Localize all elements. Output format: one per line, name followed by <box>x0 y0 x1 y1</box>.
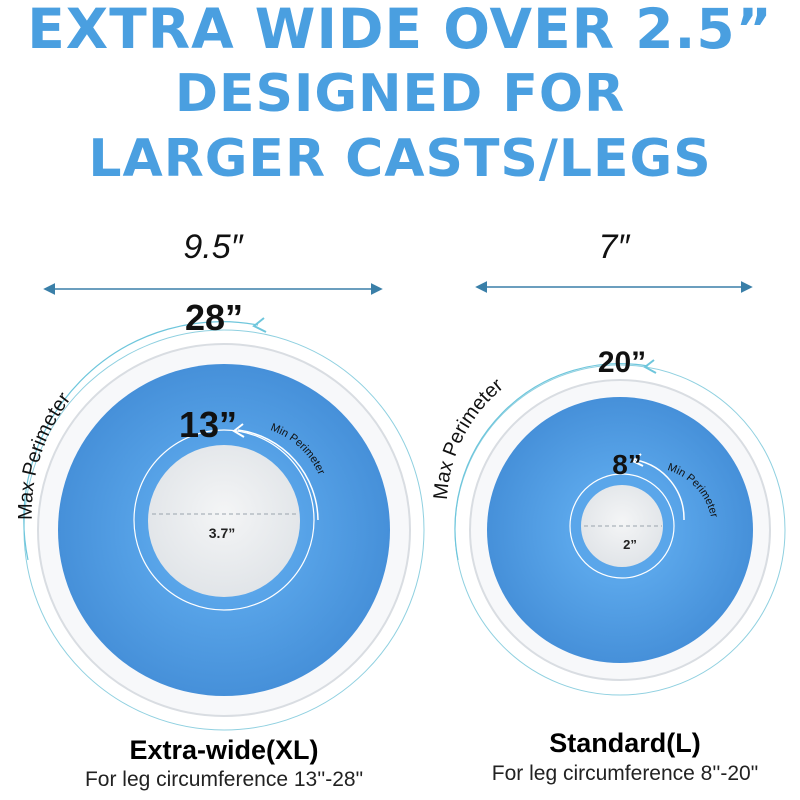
l-min-arrowhead <box>631 453 644 467</box>
xl-inner-guide-circle <box>133 429 315 611</box>
l-max-arrowhead <box>643 359 657 374</box>
xl-max-arrow <box>23 321 259 561</box>
l-min-arrow <box>635 459 685 521</box>
xl-min-arrowhead <box>232 423 245 438</box>
xl-name: Extra-wide(XL) <box>129 735 319 765</box>
xl-hole-label: 3.7” <box>209 525 235 541</box>
l-hole-label: 2” <box>623 537 637 552</box>
l-inner-guide-circle <box>569 473 675 579</box>
headline-line-2: DESIGNED FOR <box>174 64 626 124</box>
l-range: For leg circumference 8''-20" <box>491 762 759 785</box>
l-max-arrow <box>454 363 649 561</box>
l-max-size: 20” <box>598 346 646 379</box>
xl-min-size: 13” <box>179 404 237 445</box>
headline-line-3: LARGER CASTS/LEGS <box>88 129 712 189</box>
l-name: Standard(L) <box>549 728 701 758</box>
xl-max-size: 28” <box>185 297 243 338</box>
xl-width-label: 9.5″ <box>183 228 243 266</box>
l-min-size: 8” <box>612 449 642 480</box>
l-product: 2” <box>454 364 786 696</box>
headline-line-1: EXTRA WIDE OVER 2.5” <box>27 0 773 61</box>
xl-product: 3.7” <box>23 329 425 731</box>
l-width-label: 7″ <box>599 228 631 266</box>
xl-min-arrow <box>237 429 319 521</box>
xl-range: For leg circumference 13''-28" <box>84 768 364 791</box>
xl-hole <box>148 445 300 597</box>
xl-max-arrowhead <box>252 317 267 333</box>
